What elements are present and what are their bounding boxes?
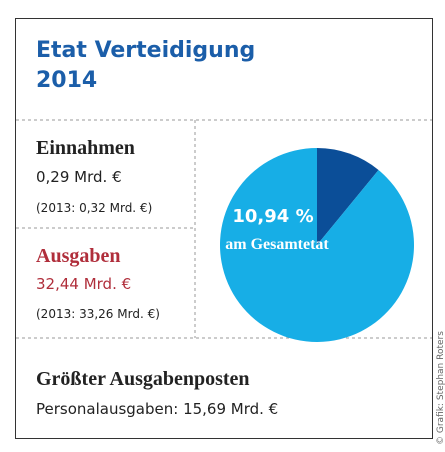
- annotation: am Gesamtetat: [225, 236, 329, 253]
- expenses-heading: Ausgaben: [36, 245, 120, 267]
- largest-text: Personalausgaben: 15,69 Mrd. €: [36, 400, 278, 418]
- credit: © Grafik: Stephan Roters: [436, 331, 445, 445]
- largest-heading: Größter Ausgabenposten: [36, 368, 250, 390]
- expenses-amount: 32,44 Mrd. €: [36, 275, 131, 293]
- pie-slice: [219, 148, 414, 342]
- title: Etat Verteidigung: [36, 38, 255, 63]
- income-previous: (2013: 0,32 Mrd. €): [36, 201, 152, 215]
- income-heading: Einnahmen: [36, 137, 135, 159]
- expenses-previous: (2013: 33,26 Mrd. €): [36, 307, 160, 321]
- pie-slice: [317, 148, 379, 245]
- income-amount: 0,29 Mrd. €: [36, 168, 122, 186]
- value-label: 10,94 %: [232, 206, 313, 227]
- title-year: 2014: [36, 68, 97, 93]
